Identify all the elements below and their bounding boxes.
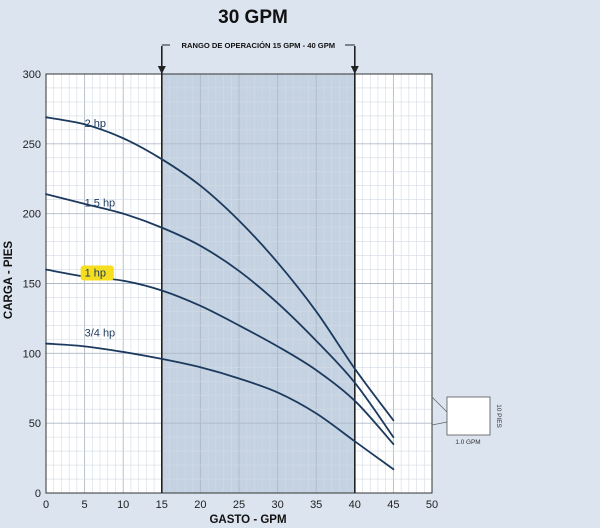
plot-frame — [45, 46, 433, 494]
y-tick-label: 200 — [23, 209, 41, 221]
y-axis-title: CARGA - PIES — [3, 241, 15, 319]
x-tick-label: 35 — [310, 499, 322, 511]
grid-scale-legend: 1.0 GPM 10 PIES — [431, 396, 502, 446]
y-tick-label: 0 — [35, 488, 41, 500]
chart-title: 30 GPM — [218, 7, 288, 28]
scale-x-label: 1.0 GPM — [455, 439, 480, 446]
x-tick-label: 45 — [387, 499, 399, 511]
curve-label: 1.5 hp — [85, 198, 116, 210]
x-tick-label: 30 — [271, 499, 283, 511]
x-tick-label: 20 — [194, 499, 206, 511]
x-axis-title: GASTO - GPM — [209, 514, 286, 526]
range-arrow-left — [157, 66, 166, 74]
x-tick-label: 10 — [117, 499, 129, 511]
range-arrow-right — [350, 66, 359, 74]
y-tick-label: 150 — [23, 279, 41, 291]
range-label: RANGO DE OPERACIÓN 15 GPM - 40 GPM — [182, 41, 336, 50]
x-tick-label: 40 — [349, 499, 361, 511]
y-tick-label: 300 — [23, 69, 41, 81]
axis-ticks: 0 5 10 15 20 25 30 35 40 45 50 0 50 100 150 200 250 300 — [23, 69, 438, 511]
x-tick-label: 15 — [156, 499, 168, 511]
scale-y-label: 10 PIES — [495, 404, 502, 427]
pump-curves: 2 hp 1.5 hp 1 hp 3/4 hp — [45, 116, 395, 471]
grid — [46, 74, 432, 493]
y-tick-label: 250 — [23, 139, 41, 151]
operating-range-marker: RANGO DE OPERACIÓN 15 GPM - 40 GPM — [157, 41, 359, 74]
curve-label-highlight — [80, 265, 114, 281]
pump-curve-line — [45, 193, 395, 439]
scale-connector-line — [431, 396, 448, 413]
x-tick-label: 5 — [82, 499, 88, 511]
curve-label: 3/4 hp — [85, 328, 116, 340]
pump-curve-line — [45, 116, 395, 422]
y-tick-label: 50 — [29, 418, 41, 430]
curve-label: 2 hp — [85, 118, 106, 130]
y-tick-label: 100 — [23, 348, 41, 360]
pump-curve-line — [45, 342, 395, 471]
x-tick-label: 50 — [426, 499, 438, 511]
x-tick-label: 25 — [233, 499, 245, 511]
scale-connector-line — [431, 421, 448, 426]
curve-label: 1 hp — [85, 268, 106, 280]
x-tick-label: 0 — [43, 499, 49, 511]
plot-border — [45, 73, 433, 494]
scale-box — [446, 396, 491, 436]
